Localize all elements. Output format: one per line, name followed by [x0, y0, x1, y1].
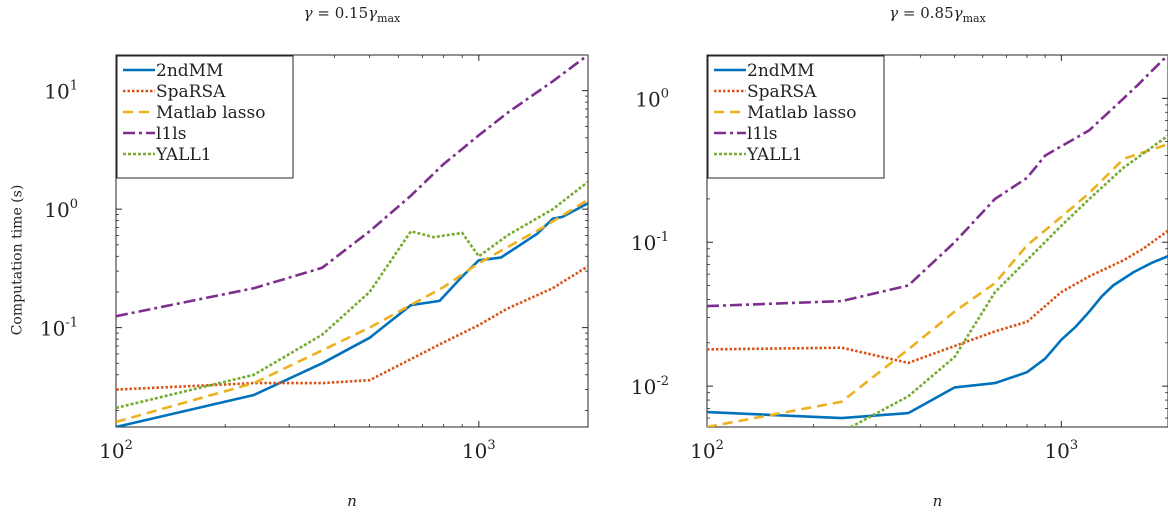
x-tick-label: 102 [690, 438, 724, 463]
series-line-2ndmm [707, 254, 1168, 420]
series-line-l1ls [116, 55, 588, 318]
y-tick-label: 10-1 [631, 230, 669, 255]
legend-label: 2ndMM [156, 61, 223, 81]
legend-label: YALL1 [746, 145, 803, 165]
legend-label: SpaRSA [747, 82, 817, 102]
y-tick-label: 100 [635, 86, 669, 111]
legend-label: SpaRSA [156, 82, 226, 102]
legend-label: 2ndMM [747, 61, 814, 81]
x-tick-label: 103 [1044, 438, 1078, 463]
series-line-sparsa [707, 229, 1168, 365]
legend-label: l1ls [747, 124, 777, 144]
series-group-right [707, 55, 1168, 427]
series-line-sparsa [116, 265, 588, 391]
legend-box [116, 55, 294, 179]
legend-label: YALL1 [155, 145, 212, 165]
x-tick-label: 102 [99, 438, 133, 463]
y-tick-label: 100 [44, 197, 78, 222]
legend-label: l1ls [156, 124, 186, 144]
x-tick-label: 103 [462, 438, 496, 463]
series-line-l1ls [707, 55, 1168, 308]
plot-right: 102 103 100 10-1 10-2 γ = 0.85γmax n 2ndMMSpaRS… [631, 4, 1168, 510]
series-group-left [116, 55, 588, 427]
series-line-matlab-lasso [116, 198, 588, 424]
chart-title-left: γ = 0.15γmax [304, 4, 401, 25]
series-line-2ndmm [116, 202, 588, 427]
legend-label: Matlab lasso [156, 103, 266, 123]
legend-label: Matlab lasso [747, 103, 857, 123]
chart-title-right: γ = 0.85γmax [889, 4, 986, 25]
series-line-yall1 [116, 180, 588, 410]
legend-box [707, 55, 885, 179]
y-tick-label: 10-1 [40, 316, 78, 341]
series-line-matlab-lasso [707, 142, 1168, 427]
x-axis-label-right: n [933, 492, 943, 510]
x-axis-label-left: n [347, 492, 357, 510]
y-tick-label: 10-2 [631, 374, 669, 399]
series-line-yall1 [848, 134, 1168, 427]
y-tick-label: 101 [44, 79, 78, 104]
plot-left: 102 103 101 100 10-1 γ = 0.15γmax n 2ndMMSpaRSA… [40, 4, 589, 510]
